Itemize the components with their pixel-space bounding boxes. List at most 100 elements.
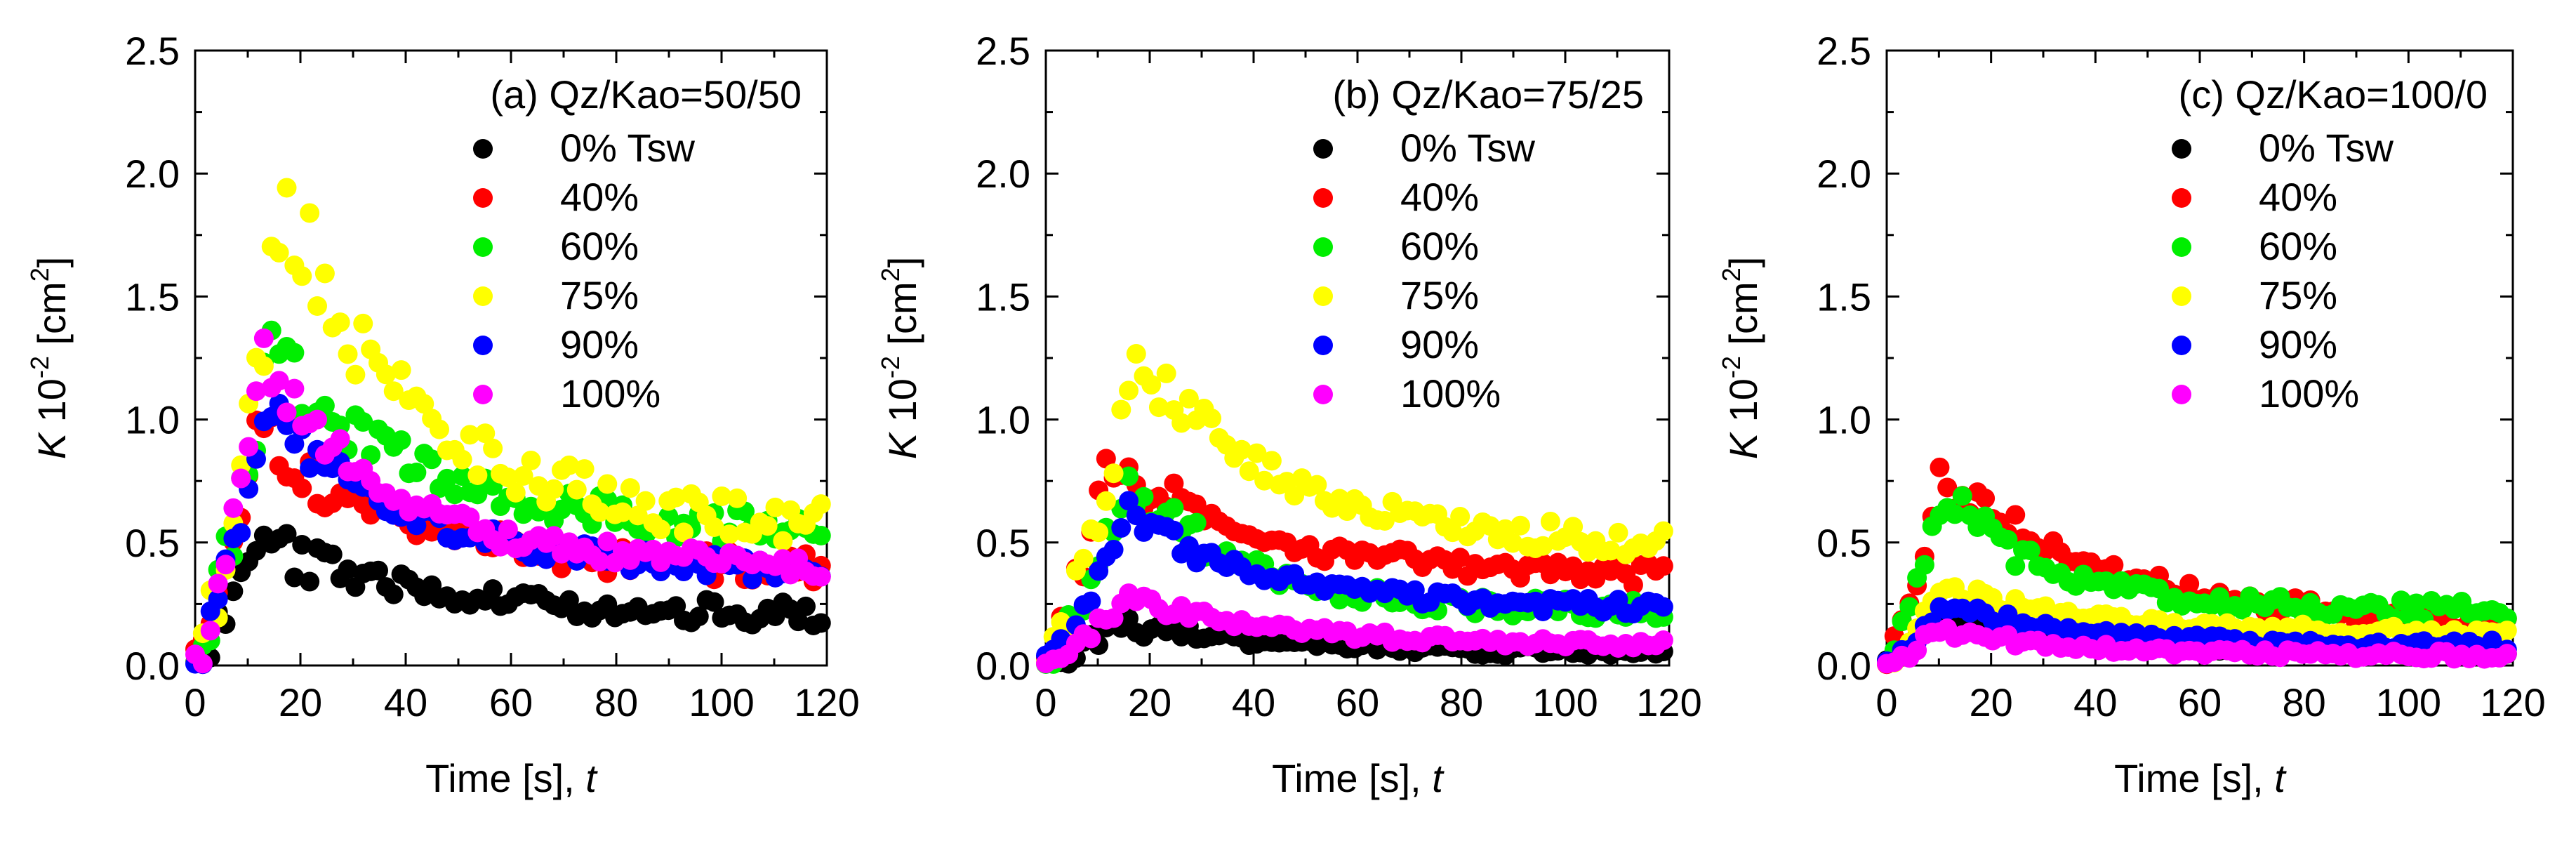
data-point <box>1111 399 1131 420</box>
legend-label: 40% <box>560 175 639 219</box>
y-tick-label: 2.5 <box>976 29 1030 73</box>
data-point <box>208 574 228 594</box>
data-point <box>1653 521 1673 541</box>
data-point <box>529 476 549 496</box>
legend-item: 75% <box>1313 273 1479 317</box>
data-point <box>467 484 488 505</box>
y-tick-label: 1.0 <box>1817 398 1871 442</box>
chart-panel-1: 0 20 40 60 80 100 120 0.0 0.5 1.0 1.5 2.0 2.5 Time [s… <box>25 29 860 800</box>
data-point <box>1186 512 1207 533</box>
legend-item: 0% Tsw <box>2172 126 2394 170</box>
y-tick-label: 2.0 <box>1817 152 1871 196</box>
x-tick-label: 100 <box>1532 680 1598 724</box>
series-100- <box>1877 618 2517 674</box>
legend-item: 90% <box>2172 322 2337 366</box>
data-point <box>521 450 541 470</box>
legend-item: 40% <box>2172 175 2337 219</box>
data-point <box>719 524 740 545</box>
data-point <box>192 654 213 674</box>
data-point <box>1119 491 1139 511</box>
legend-item: 75% <box>473 273 639 317</box>
data-point <box>1156 363 1176 383</box>
data-point <box>597 531 618 552</box>
data-point <box>2179 574 2200 594</box>
x-tick-label: 20 <box>1128 680 1171 724</box>
y-tick-label: 2.0 <box>125 152 180 196</box>
data-point <box>1899 597 1920 617</box>
data-point <box>1952 486 1972 506</box>
legend-marker <box>2172 286 2191 306</box>
data-point <box>277 402 297 423</box>
series-60- <box>1877 486 2517 673</box>
data-point <box>781 564 801 585</box>
data-point <box>1503 533 1523 553</box>
data-point <box>712 486 732 506</box>
data-point <box>536 549 557 569</box>
data-point <box>353 313 373 333</box>
data-point <box>284 434 305 454</box>
x-tick-label: 20 <box>1970 680 2013 724</box>
y-axis-label: K 10-2 [cm2] <box>876 257 924 460</box>
data-point <box>1442 522 1463 543</box>
data-point <box>1450 507 1470 527</box>
y-tick-label: 2.5 <box>1817 29 1871 73</box>
legend-marker <box>1313 188 1333 208</box>
legend-item: 100% <box>473 371 660 416</box>
data-point <box>422 449 442 470</box>
data-point <box>1892 611 1912 632</box>
legend-label: 0% Tsw <box>1400 126 1535 170</box>
x-tick-label: 40 <box>2073 680 2117 724</box>
data-point <box>300 203 320 223</box>
data-point <box>727 488 748 508</box>
series-75- <box>185 178 831 674</box>
legend-label: 100% <box>560 371 660 416</box>
data-point <box>269 371 289 391</box>
data-point <box>2497 621 2517 641</box>
data-point <box>811 567 831 587</box>
data-point <box>590 551 610 571</box>
data-point <box>284 378 305 399</box>
data-point <box>452 449 472 470</box>
data-point <box>1239 461 1259 482</box>
legend-marker <box>473 385 493 404</box>
data-point <box>1126 344 1146 364</box>
scatter-points <box>185 178 831 675</box>
data-point <box>292 478 312 498</box>
legend: 0% Tsw 40% 60% 75% 90% 100% <box>473 126 695 416</box>
data-point <box>635 491 656 511</box>
legend-item: 0% Tsw <box>1313 126 1535 170</box>
data-point <box>491 536 510 557</box>
legend-item: 100% <box>2172 371 2359 416</box>
legend-label: 60% <box>2259 224 2337 268</box>
data-point <box>300 571 320 592</box>
data-point <box>552 558 571 578</box>
data-point <box>704 517 724 537</box>
data-point <box>1600 541 1621 561</box>
data-point <box>223 581 244 602</box>
data-point <box>1186 494 1207 515</box>
data-point <box>1914 555 1934 575</box>
data-point <box>1608 522 1628 543</box>
data-point <box>452 466 472 486</box>
data-point <box>505 482 526 503</box>
data-point <box>2104 555 2124 575</box>
legend-label: 40% <box>1400 175 1479 219</box>
data-point <box>353 412 373 432</box>
data-point <box>460 425 480 445</box>
x-tick-label: 120 <box>1636 680 1701 724</box>
x-tick-label: 80 <box>595 680 638 724</box>
legend-label: 90% <box>2259 322 2337 366</box>
legend-item: 90% <box>1313 322 1479 366</box>
data-point <box>307 409 327 430</box>
data-point <box>1202 408 1222 428</box>
data-point <box>674 522 693 543</box>
series-0-tsw <box>185 524 831 674</box>
data-point <box>1179 388 1199 409</box>
data-point <box>414 394 434 414</box>
y-tick-label: 0.0 <box>1817 644 1871 688</box>
data-point <box>231 468 251 489</box>
data-point <box>757 516 778 536</box>
data-point <box>1510 515 1530 536</box>
data-point <box>544 479 564 499</box>
data-point <box>292 535 312 555</box>
